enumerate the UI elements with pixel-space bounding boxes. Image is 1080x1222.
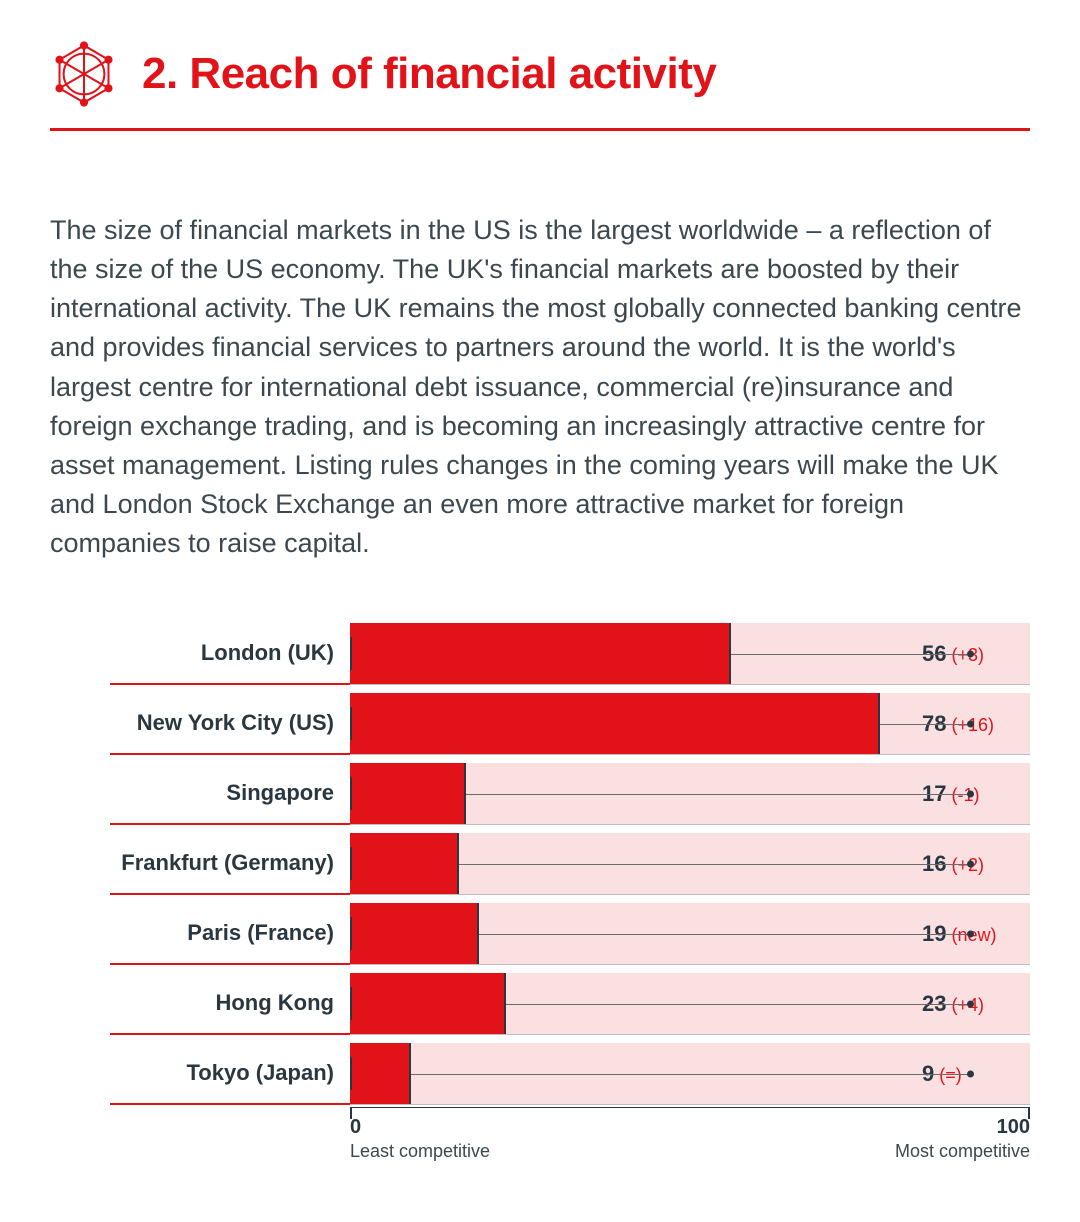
bar-change: (+2) xyxy=(946,855,984,875)
section-title: 2. Reach of financial activity xyxy=(142,49,716,99)
bar-end-dot xyxy=(967,720,974,727)
bar-track: 17 (-1) xyxy=(350,763,1030,825)
bar-fill xyxy=(350,903,479,964)
section-description: The size of financial markets in the US … xyxy=(50,211,1030,563)
bar-guide-line xyxy=(880,724,970,725)
chart-row: Frankfurt (Germany) 16 (+2) xyxy=(110,833,1030,895)
bar-end-dot xyxy=(967,1000,974,1007)
axis-spacer xyxy=(110,1107,350,1162)
chart-row: Singapore 17 (-1) xyxy=(110,763,1030,825)
bar-fill xyxy=(350,623,731,684)
axis-line xyxy=(350,1107,1030,1108)
bar-change: (+4) xyxy=(946,995,984,1015)
bar-label-wrap: Tokyo (Japan) xyxy=(110,1043,350,1105)
bar-fill xyxy=(350,1043,411,1104)
bar-label: Singapore xyxy=(226,780,334,806)
bar-label: London (UK) xyxy=(201,640,334,666)
bar-label: Paris (France) xyxy=(187,920,334,946)
bar-end-dot xyxy=(967,930,974,937)
bar-label-wrap: London (UK) xyxy=(110,623,350,685)
bar-change: (=) xyxy=(934,1065,962,1085)
bar-end-dot xyxy=(967,860,974,867)
chart-row: Hong Kong 23 (+4) xyxy=(110,973,1030,1035)
bar-change: (+3) xyxy=(946,645,984,665)
bar-end-dot xyxy=(967,1070,974,1077)
competitiveness-bar-chart: London (UK) 56 (+3) New York City (US) 78 (… xyxy=(50,623,1030,1162)
bar-label-wrap: Frankfurt (Germany) xyxy=(110,833,350,895)
chart-row: London (UK) 56 (+3) xyxy=(110,623,1030,685)
bar-change: (-1) xyxy=(946,785,979,805)
axis-line-wrap: 0 100 Least competitive Most competitive xyxy=(350,1107,1030,1162)
bar-label: Frankfurt (Germany) xyxy=(121,850,334,876)
axis-max-value: 100 xyxy=(997,1116,1030,1139)
chart-row: Tokyo (Japan) 9 (=) xyxy=(110,1043,1030,1105)
bar-guide-line xyxy=(459,864,970,865)
bar-track: 16 (+2) xyxy=(350,833,1030,895)
bar-label-wrap: Paris (France) xyxy=(110,903,350,965)
axis-number-labels: 0 100 xyxy=(350,1116,1030,1139)
bar-guide-line xyxy=(466,794,970,795)
bar-end-dot xyxy=(967,790,974,797)
chart-row: New York City (US) 78 (+16) xyxy=(110,693,1030,755)
bar-label: New York City (US) xyxy=(137,710,334,736)
bar-track: 23 (+4) xyxy=(350,973,1030,1035)
axis-min-value: 0 xyxy=(350,1116,361,1139)
axis-tick-right xyxy=(1028,1107,1030,1119)
bar-guide-line xyxy=(506,1004,970,1005)
axis-min-sub: Least competitive xyxy=(350,1141,490,1162)
globe-network-icon xyxy=(50,40,118,108)
chart-x-axis: 0 100 Least competitive Most competitive xyxy=(110,1107,1030,1162)
bar-guide-line xyxy=(411,1074,970,1075)
bar-label: Hong Kong xyxy=(215,990,334,1016)
bar-track: 78 (+16) xyxy=(350,693,1030,755)
bar-label-wrap: Hong Kong xyxy=(110,973,350,1035)
bar-guide-line xyxy=(731,654,970,655)
bar-end-dot xyxy=(967,650,974,657)
axis-tick-left xyxy=(350,1107,352,1119)
bar-fill xyxy=(350,763,466,824)
chart-row: Paris (France) 19 (new) xyxy=(110,903,1030,965)
bar-label-wrap: New York City (US) xyxy=(110,693,350,755)
section-header: 2. Reach of financial activity xyxy=(50,40,1030,131)
bar-label: Tokyo (Japan) xyxy=(186,1060,334,1086)
bar-label-wrap: Singapore xyxy=(110,763,350,825)
axis-sub-labels: Least competitive Most competitive xyxy=(350,1141,1030,1162)
axis-max-sub: Most competitive xyxy=(895,1141,1030,1162)
bar-track: 56 (+3) xyxy=(350,623,1030,685)
bar-track: 19 (new) xyxy=(350,903,1030,965)
bar-fill xyxy=(350,833,459,894)
bar-fill xyxy=(350,973,506,1034)
bar-fill xyxy=(350,693,880,754)
bar-guide-line xyxy=(479,934,970,935)
bar-track: 9 (=) xyxy=(350,1043,1030,1105)
